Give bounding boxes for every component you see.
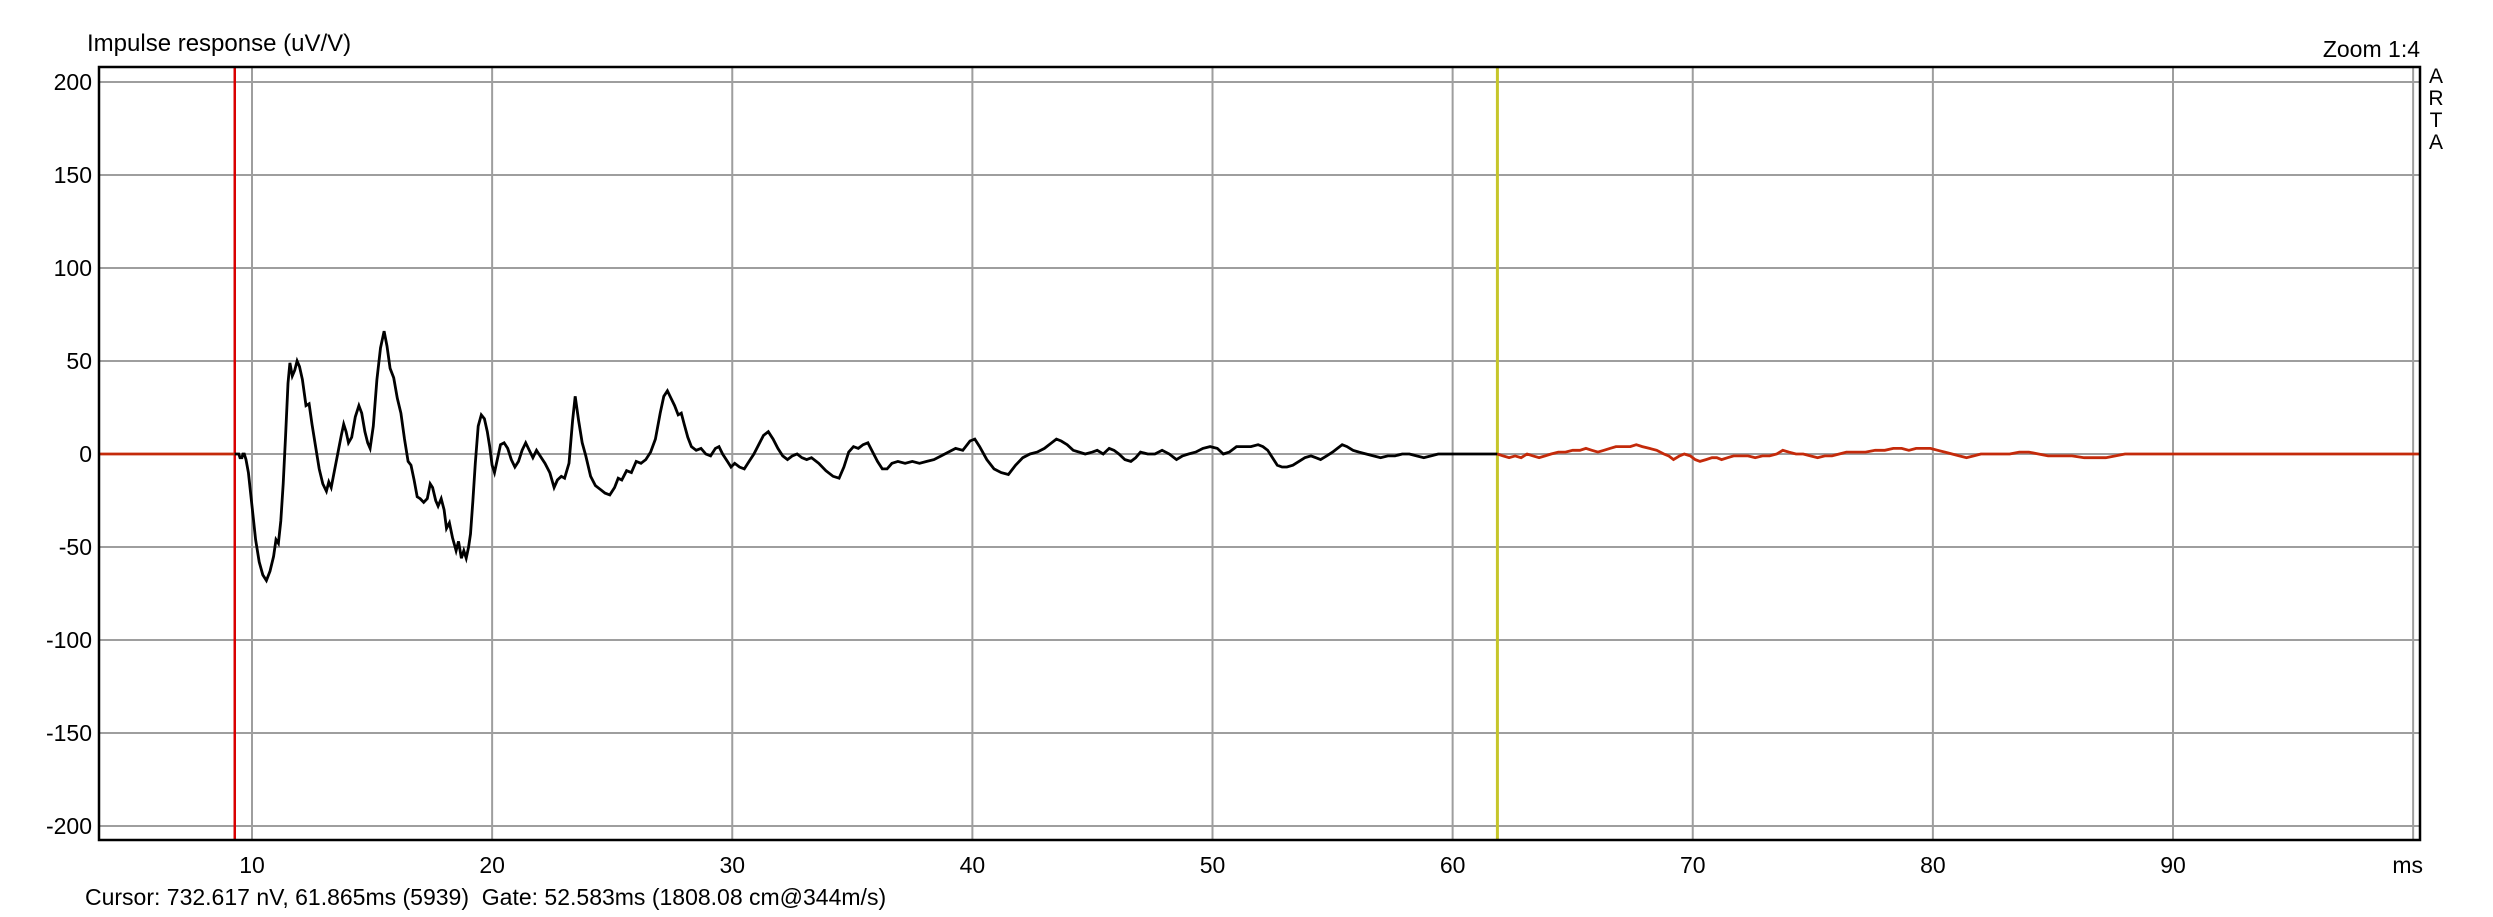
arta-watermark-letter: A (2428, 65, 2443, 88)
x-tick-label: 10 (239, 852, 265, 878)
x-tick-label: 40 (959, 852, 986, 878)
arta-watermark: A R T A (2424, 66, 2448, 154)
y-tick-label: 100 (53, 255, 92, 281)
x-tick-label: 60 (1439, 852, 1466, 878)
y-tick-label: 200 (53, 69, 92, 95)
x-tick-label: 80 (1920, 852, 1946, 878)
trace-impulse-gated (234, 330, 1498, 584)
y-tick-label: 0 (79, 441, 92, 467)
y-tick-label: -100 (45, 627, 92, 653)
y-tick-label: 50 (66, 348, 92, 374)
y-tick-label: 150 (53, 162, 92, 188)
chart-title: Impulse response (uV/V) (87, 30, 352, 57)
arta-watermark-letter: T (2429, 109, 2443, 132)
y-tick-label: -150 (45, 720, 92, 746)
x-tick-label: 20 (479, 852, 505, 878)
status-bar: Cursor: 732.617 nV, 61.865ms (5939) Gate… (85, 884, 887, 910)
y-tick-label: -50 (58, 534, 92, 560)
zoom-ratio-label: Zoom 1:4 (2322, 36, 2420, 62)
x-tick-label: 70 (1679, 852, 1706, 878)
x-tick-label: 30 (719, 852, 746, 878)
x-tick-label: 50 (1199, 852, 1226, 878)
arta-watermark-letter: R (2428, 87, 2444, 110)
trace-impulse-post-marker (1496, 443, 2421, 463)
x-tick-label: 90 (2160, 852, 2186, 878)
arta-watermark-letter: A (2428, 131, 2443, 154)
y-tick-label: -200 (45, 813, 92, 839)
plot-border (97, 65, 2422, 842)
x-axis-unit-label: ms (2392, 852, 2423, 878)
